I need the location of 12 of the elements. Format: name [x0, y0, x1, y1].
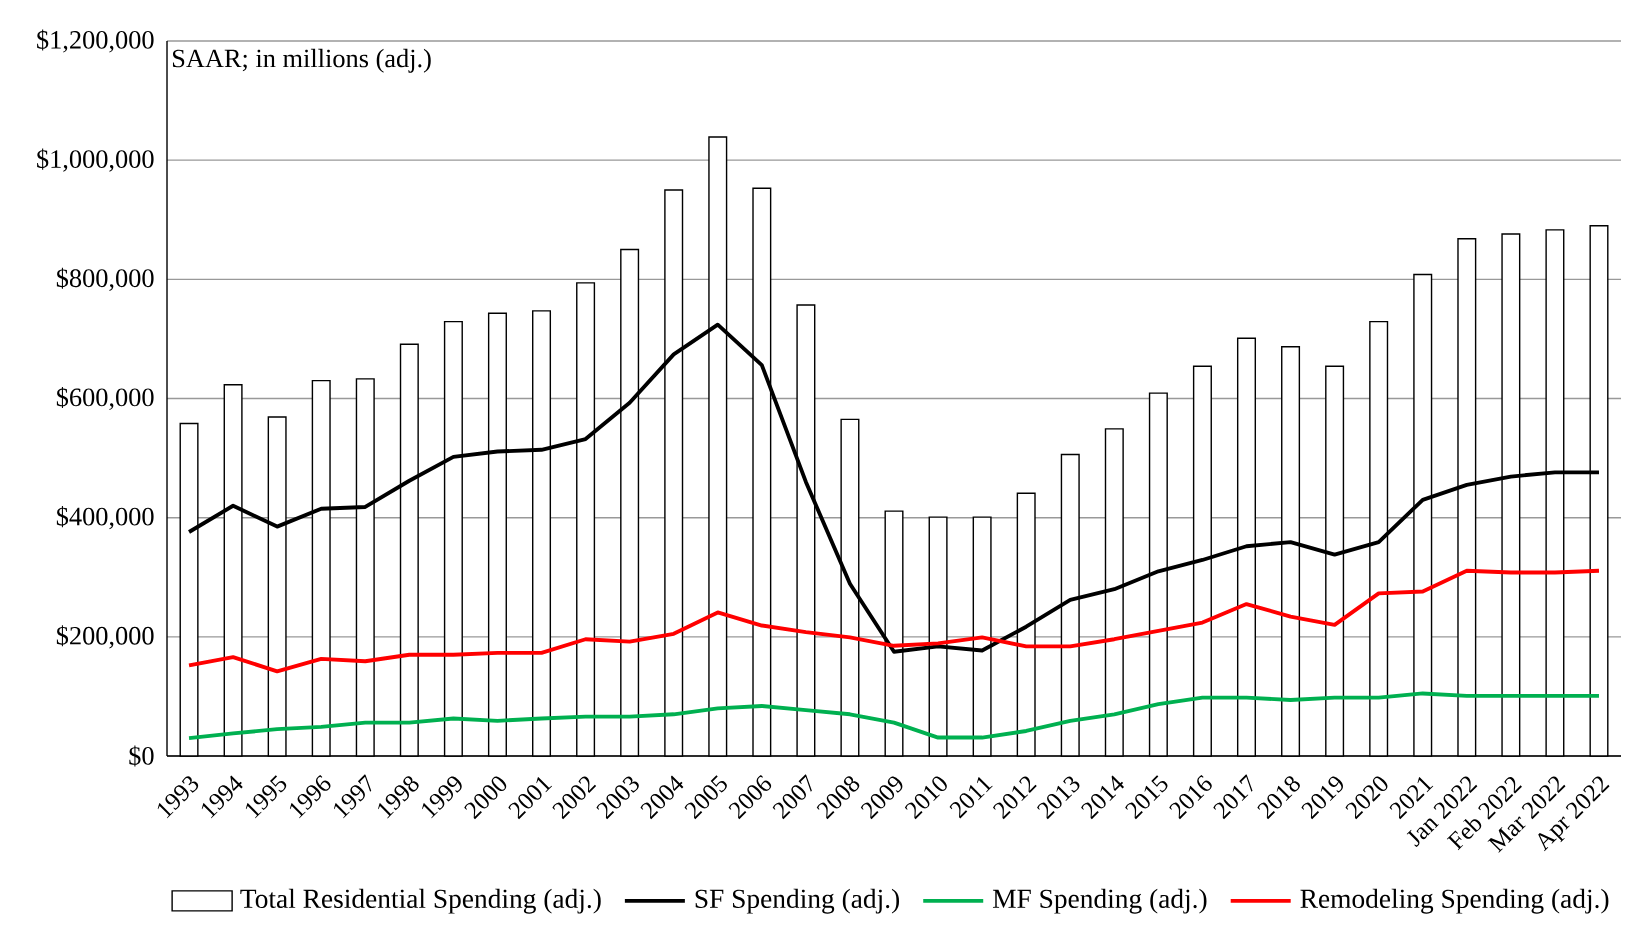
legend-label: MF Spending (adj.) [992, 888, 1207, 914]
y-tick-label: $0 [129, 745, 154, 767]
y-tick-label: $400,000 [56, 506, 154, 530]
legend-label: Remodeling Spending (adj.) [1300, 888, 1609, 914]
y-tick-label: $200,000 [56, 625, 154, 649]
legend-label: SF Spending (adj.) [695, 888, 900, 914]
y-tick-label: $600,000 [56, 386, 154, 411]
legend-label: Total Residential Spending (adj.) [240, 888, 601, 914]
annotation: SAAR; in millions (adj.) [172, 48, 431, 73]
y-tick-label: $1,200,000 [37, 29, 154, 53]
y-tick-label: $800,000 [56, 267, 154, 291]
y-tick-label: $1,000,000 [37, 148, 154, 172]
